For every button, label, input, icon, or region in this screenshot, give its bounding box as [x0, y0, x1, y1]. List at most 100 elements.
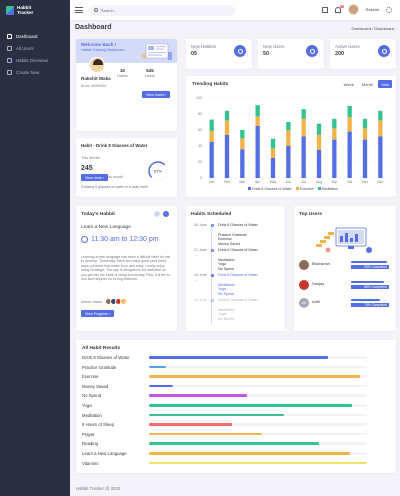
- tab-month[interactable]: Month: [361, 81, 373, 87]
- chevron-right-icon[interactable]: ›: [163, 211, 169, 217]
- schedule-item[interactable]: Drink 8 Glasses of Water: [218, 223, 258, 227]
- view-more-button[interactable]: View more ›: [81, 174, 109, 181]
- chart-bar[interactable]: [270, 148, 276, 158]
- chart-bar[interactable]: [362, 128, 368, 140]
- chart-bar[interactable]: [378, 110, 383, 121]
- schedule-item[interactable]: Meditation: [218, 307, 235, 312]
- chart-bar[interactable]: [209, 142, 214, 178]
- sidebar-item-create-new[interactable]: Create New: [0, 66, 70, 78]
- sidebar-item-habits-overview[interactable]: Habits Overview: [0, 54, 70, 66]
- chart-bar[interactable]: [224, 120, 230, 135]
- chart-bar[interactable]: [224, 134, 230, 178]
- sidebar-item-all-users[interactable]: All Users: [0, 42, 70, 54]
- schedule-item[interactable]: No Spend: [218, 317, 234, 322]
- schedule-item[interactable]: No Spend: [218, 267, 234, 272]
- habit-result-row: No Spend: [82, 393, 372, 403]
- view-progress-button[interactable]: View Progress ›: [81, 310, 115, 317]
- schedule-item[interactable]: Yoga: [218, 287, 227, 292]
- stat-value: 50: [263, 51, 269, 57]
- tab-year[interactable]: Year: [377, 80, 392, 88]
- view-users-button[interactable]: View Users ›: [142, 91, 171, 98]
- y-tick-label: 100: [196, 96, 202, 100]
- search-input[interactable]: [101, 7, 221, 13]
- schedule-item[interactable]: Meditation: [218, 257, 235, 262]
- habit-period: This Month: [81, 156, 100, 160]
- schedule-item[interactable]: Money Saved: [218, 242, 240, 247]
- top-user-row[interactable]: Bhavansh 95% Completed: [299, 258, 389, 276]
- chart-bar[interactable]: [209, 130, 214, 142]
- x-tick-label: Nov: [362, 180, 368, 184]
- chart-bar[interactable]: [240, 138, 245, 150]
- chart-bar[interactable]: [240, 130, 245, 138]
- footer-text: Habbit Tracker @ 2020: [76, 486, 121, 491]
- chart-bar[interactable]: [347, 131, 352, 178]
- tab-week[interactable]: Week: [343, 81, 354, 87]
- fullscreen-icon[interactable]: [321, 6, 328, 13]
- notification-badge: 3: [339, 3, 344, 8]
- x-tick-label: Sep: [331, 180, 337, 184]
- chart-bar[interactable]: [316, 150, 322, 178]
- x-tick-label: Oct: [347, 180, 352, 184]
- schedule-item[interactable]: Meditation: [218, 282, 235, 287]
- top-user-row[interactable]: AD Aditi 75% Completed: [299, 296, 389, 314]
- chart-bar[interactable]: [332, 139, 337, 178]
- schedule-item[interactable]: Practice Gratitude: [218, 232, 247, 237]
- chart-bar[interactable]: [362, 139, 368, 178]
- bell-icon[interactable]: 3: [334, 3, 344, 13]
- chart-bar[interactable]: [347, 106, 352, 118]
- hamburger-menu-icon[interactable]: [75, 7, 83, 13]
- more-users-badge[interactable]: +3: [120, 298, 128, 305]
- profile-name: Rakshit Waka: [81, 76, 111, 81]
- chart-bar[interactable]: [301, 118, 306, 137]
- chart-bar[interactable]: [286, 146, 291, 178]
- breadcrumb[interactable]: Dashboard / Dashboard: [351, 26, 394, 31]
- chart-bar[interactable]: [286, 130, 291, 146]
- legend-item[interactable]: Exercise: [295, 187, 314, 191]
- chart-bar[interactable]: [209, 119, 214, 131]
- chart-bar[interactable]: [332, 128, 337, 140]
- user-name[interactable]: Rakshit: [365, 7, 379, 12]
- chart-bar[interactable]: [270, 158, 276, 178]
- chart-bar[interactable]: [224, 110, 230, 121]
- user-avatar[interactable]: [347, 4, 359, 15]
- sidebar-item-dashboard[interactable]: Dashboard: [0, 30, 70, 42]
- top-user-percent: 95% Completed: [351, 265, 389, 270]
- legend-item[interactable]: Meditation: [317, 187, 338, 191]
- schedule-date: 18 June →: [194, 297, 207, 307]
- brand[interactable]: Habbit Tracker: [0, 0, 70, 20]
- chart-bar[interactable]: [255, 126, 260, 178]
- plus-icon: [7, 69, 12, 75]
- chart-bar[interactable]: [255, 116, 260, 126]
- sidebar-nav: Dashboard All Users Habits Overview Crea…: [0, 30, 70, 78]
- schedule-item[interactable]: Drink 8 Glasses of Water: [218, 247, 258, 252]
- users-icon: [7, 45, 12, 51]
- chart-bar[interactable]: [240, 149, 245, 178]
- legend-item[interactable]: Drink 8 Glasses of Water: [248, 187, 292, 191]
- chart-bar[interactable]: [270, 138, 276, 149]
- chart-bar[interactable]: [286, 122, 291, 130]
- chart-bar[interactable]: [378, 136, 383, 178]
- chart-bar[interactable]: [316, 134, 322, 150]
- schedule-item[interactable]: Exercise: [218, 237, 232, 242]
- gear-icon[interactable]: [386, 6, 392, 13]
- top-user-row[interactable]: Sanjay 86% Completed: [299, 278, 389, 296]
- habit-result-bar: [149, 452, 350, 455]
- chevron-left-icon[interactable]: ‹: [154, 211, 160, 217]
- habit-footer-text: Drinking 8 glasses of water is a daily h…: [81, 185, 148, 189]
- all-habit-results-card: All Habit Results Drink 8 Glasses of Wat…: [76, 340, 396, 473]
- chart-bar[interactable]: [301, 136, 306, 178]
- schedule-item[interactable]: No Spend: [218, 292, 234, 297]
- chart-bar[interactable]: [301, 109, 306, 119]
- chart-bar[interactable]: [332, 118, 337, 129]
- chart-bar[interactable]: [316, 123, 322, 135]
- schedule-item[interactable]: Yoga: [218, 262, 227, 267]
- schedule-item[interactable]: Drink 8 Glasses of Water: [218, 272, 258, 277]
- schedule-item[interactable]: Drink 8 Glasses of Water: [218, 297, 258, 302]
- habit-result-label: Reading: [82, 441, 99, 447]
- chart-bar[interactable]: [347, 117, 352, 132]
- schedule-item[interactable]: Yoga: [218, 312, 227, 317]
- chart-bar[interactable]: [362, 118, 368, 129]
- profile-avatar[interactable]: [89, 57, 105, 73]
- chart-bar[interactable]: [378, 120, 383, 137]
- chart-bar[interactable]: [255, 105, 260, 117]
